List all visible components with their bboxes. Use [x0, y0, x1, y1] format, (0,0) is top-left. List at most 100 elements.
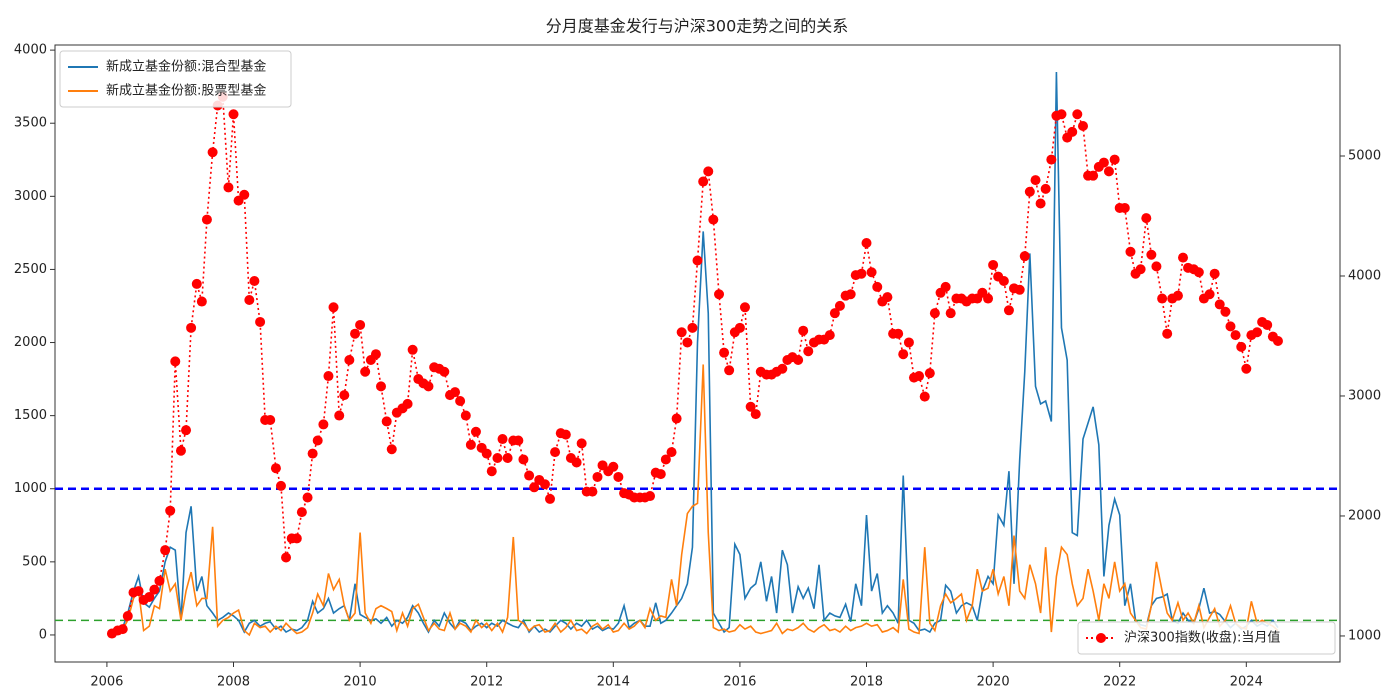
- series-marker: [160, 545, 171, 556]
- series-marker: [1178, 252, 1189, 263]
- series-marker: [861, 237, 872, 248]
- y-tick-label: 500: [22, 554, 47, 569]
- series-marker: [576, 438, 587, 449]
- series-marker: [1135, 264, 1146, 275]
- series-marker: [355, 319, 366, 330]
- x-tick-label: 2020: [977, 675, 1010, 690]
- series-marker: [1220, 306, 1231, 317]
- series-marker: [671, 413, 682, 424]
- series-marker: [798, 325, 809, 336]
- series-marker: [1056, 109, 1067, 120]
- series-marker: [175, 445, 186, 456]
- series-marker: [133, 586, 144, 597]
- series-marker: [882, 292, 893, 303]
- series-marker: [296, 507, 307, 518]
- series-marker: [1162, 328, 1173, 339]
- series-marker: [793, 354, 804, 365]
- series-marker: [666, 447, 677, 458]
- series-marker: [692, 255, 703, 266]
- series-marker: [1230, 330, 1241, 341]
- series-marker: [375, 381, 386, 392]
- series-marker: [275, 480, 286, 491]
- series-marker: [924, 368, 935, 379]
- legend-label: 新成立基金份额:股票型基金: [106, 83, 266, 99]
- series-marker: [866, 267, 877, 278]
- legend-label: 新成立基金份额:混合型基金: [106, 59, 266, 75]
- series-marker: [929, 308, 940, 319]
- series-marker: [998, 276, 1009, 287]
- series-marker: [1040, 183, 1051, 194]
- series-marker: [1078, 120, 1088, 131]
- series-marker: [513, 435, 524, 446]
- series-marker: [687, 322, 698, 333]
- series-marker: [144, 591, 155, 602]
- series-marker: [149, 584, 160, 595]
- plot-frame: [54, 44, 1341, 663]
- series-marker: [1193, 267, 1204, 278]
- series-marker: [1119, 202, 1130, 213]
- series-marker: [545, 493, 556, 504]
- series-marker: [450, 387, 461, 398]
- x-tick-label: 2010: [344, 675, 377, 690]
- series-marker: [898, 349, 909, 360]
- series-marker: [249, 276, 260, 287]
- series-marker: [587, 486, 598, 497]
- series-marker: [1262, 319, 1273, 330]
- series-marker: [502, 453, 513, 464]
- series-marker: [714, 289, 725, 300]
- series-marker: [914, 371, 925, 382]
- series-marker: [455, 396, 466, 407]
- series-line: [111, 364, 1279, 637]
- series-marker: [191, 278, 202, 289]
- series-marker: [703, 166, 714, 177]
- series-marker: [824, 330, 835, 341]
- series-marker: [719, 347, 730, 358]
- series-marker: [407, 344, 418, 355]
- y-tick-label: 2500: [14, 262, 47, 277]
- series-marker: [370, 349, 381, 360]
- y2-tick-label: 4000: [1348, 268, 1381, 283]
- series-marker: [518, 454, 529, 465]
- chart-title: 分月度基金发行与沪深300走势之间的关系: [546, 17, 849, 36]
- series-marker: [655, 469, 666, 480]
- series-marker: [154, 575, 165, 586]
- series-marker: [1214, 299, 1225, 310]
- series-marker: [1088, 170, 1099, 181]
- series-marker: [1098, 157, 1109, 168]
- series-marker: [613, 471, 624, 482]
- series-marker: [228, 109, 239, 120]
- y2-tick-label: 2000: [1348, 508, 1381, 523]
- series-marker: [344, 354, 355, 365]
- series-marker: [1204, 289, 1215, 300]
- series-marker: [1272, 336, 1283, 347]
- x-tick-label: 2006: [90, 675, 123, 690]
- x-tick-label: 2008: [217, 675, 250, 690]
- x-tick-label: 2022: [1103, 675, 1136, 690]
- series-marker: [1209, 268, 1220, 279]
- series-marker: [708, 214, 719, 225]
- x-tick-label: 2014: [597, 675, 630, 690]
- series-marker: [460, 410, 471, 421]
- y-tick-label: 1000: [14, 481, 47, 496]
- series-marker: [983, 293, 994, 304]
- series-marker: [829, 308, 840, 319]
- series-marker: [307, 448, 318, 459]
- series-marker: [571, 457, 582, 468]
- legend-box: [1077, 621, 1336, 655]
- series-marker: [1024, 186, 1035, 197]
- series-marker: [486, 466, 497, 477]
- series-marker: [439, 366, 450, 377]
- y-tick-label: 2000: [14, 335, 47, 350]
- series-marker: [539, 479, 550, 490]
- series-line: [111, 72, 1279, 635]
- series-marker: [318, 419, 329, 430]
- series-marker: [560, 429, 571, 440]
- series-marker: [122, 611, 133, 622]
- legend-box: [59, 50, 292, 108]
- series-marker: [402, 398, 413, 409]
- y-tick-label: 4000: [14, 43, 47, 58]
- y-tick-label: 3500: [14, 116, 47, 131]
- series-marker: [1035, 198, 1046, 209]
- series-marker: [803, 346, 814, 357]
- legend-label: 沪深300指数(收盘):当月值: [1124, 630, 1280, 646]
